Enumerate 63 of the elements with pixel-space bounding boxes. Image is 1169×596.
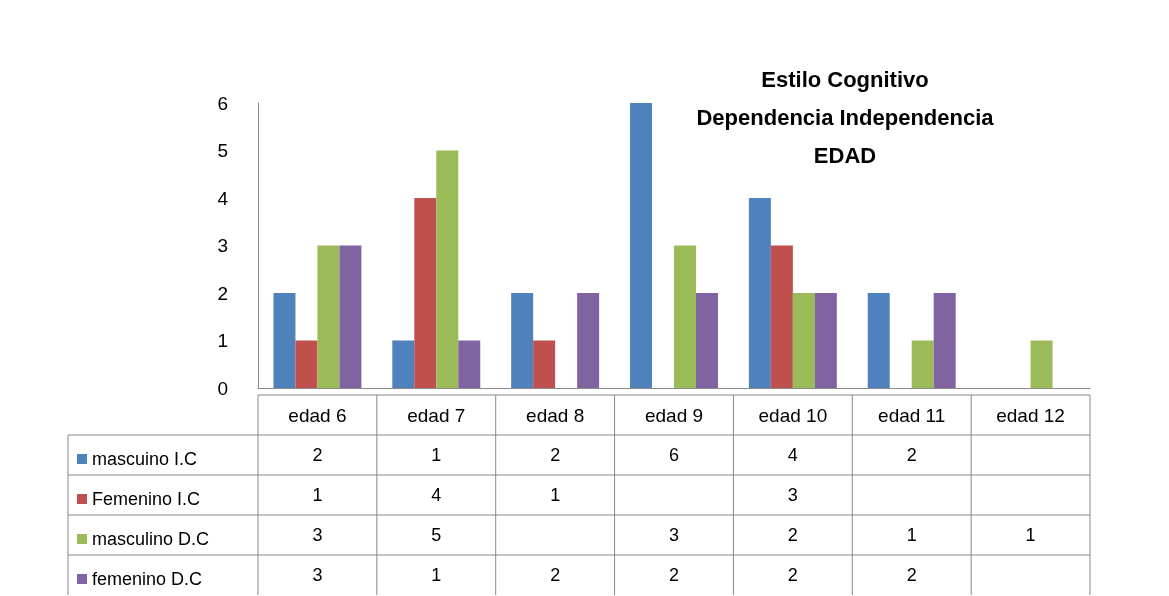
data-label: 3	[668, 525, 680, 545]
bar	[630, 103, 653, 388]
data-label: 2	[787, 525, 798, 545]
bar	[317, 245, 340, 388]
y-tick-label: 3	[217, 235, 228, 256]
bar	[911, 340, 934, 388]
bar	[792, 293, 815, 388]
y-tick-label: 4	[217, 187, 229, 209]
data-label: 4	[431, 485, 442, 505]
bar	[339, 245, 362, 388]
data-label: 1	[431, 565, 442, 585]
x-tick-label: edad 10	[758, 405, 828, 426]
data-label: 6	[668, 445, 680, 465]
bar	[436, 150, 459, 388]
data-label: 5	[431, 525, 442, 545]
y-tick-label: 2	[217, 282, 228, 304]
bar	[770, 245, 793, 388]
x-tick-label: edad 8	[526, 405, 585, 426]
y-tick-label: 5	[217, 140, 228, 161]
bar	[674, 245, 696, 388]
legend-label: masculino D.C	[92, 529, 210, 549]
bar	[392, 340, 415, 388]
data-label: 2	[550, 445, 561, 465]
x-tick-label: edad 7	[407, 405, 466, 426]
data-label: 2	[668, 565, 680, 585]
x-tick-label: edad 9	[644, 405, 704, 426]
data-label: 3	[787, 485, 798, 505]
bar	[295, 340, 318, 388]
chart-title: Estilo Cognitivo Dependencia Independencia EDAD	[696, 66, 995, 168]
legend-label: Femenino I.C	[92, 489, 201, 509]
data-label: 1	[312, 485, 323, 505]
bar	[577, 293, 600, 388]
data-label: 2	[550, 565, 561, 585]
bar	[273, 293, 296, 388]
data-label: 3	[312, 525, 323, 545]
bar	[748, 198, 771, 388]
bar	[458, 340, 481, 388]
data-label: 2	[787, 565, 798, 585]
bar	[533, 340, 556, 388]
data-label: 2	[906, 565, 917, 585]
y-tick-label: 0	[217, 377, 228, 399]
data-label: 3	[312, 565, 323, 585]
data-label: 1	[906, 525, 917, 545]
data-label: 4	[787, 445, 798, 465]
x-tick-label: edad 12	[996, 405, 1065, 426]
data-label: 1	[431, 445, 442, 465]
data-label: 1	[1025, 525, 1036, 545]
bar	[511, 293, 534, 388]
bar	[1030, 340, 1053, 388]
data-label: 1	[550, 485, 561, 505]
legend-label: mascuino I.C	[92, 449, 198, 469]
bar	[414, 198, 437, 388]
bar	[814, 293, 837, 388]
x-tick-label: edad 6	[288, 405, 347, 426]
data-label: 2	[906, 445, 917, 465]
y-tick-label: 6	[217, 92, 228, 114]
y-tick-label: 1	[217, 330, 228, 351]
data-label: 2	[312, 445, 323, 465]
legend-label: femenino D.C	[92, 569, 203, 589]
x-tick-label: edad 11	[878, 405, 946, 426]
bar	[695, 293, 718, 388]
bar	[933, 293, 956, 388]
bar	[867, 293, 890, 388]
